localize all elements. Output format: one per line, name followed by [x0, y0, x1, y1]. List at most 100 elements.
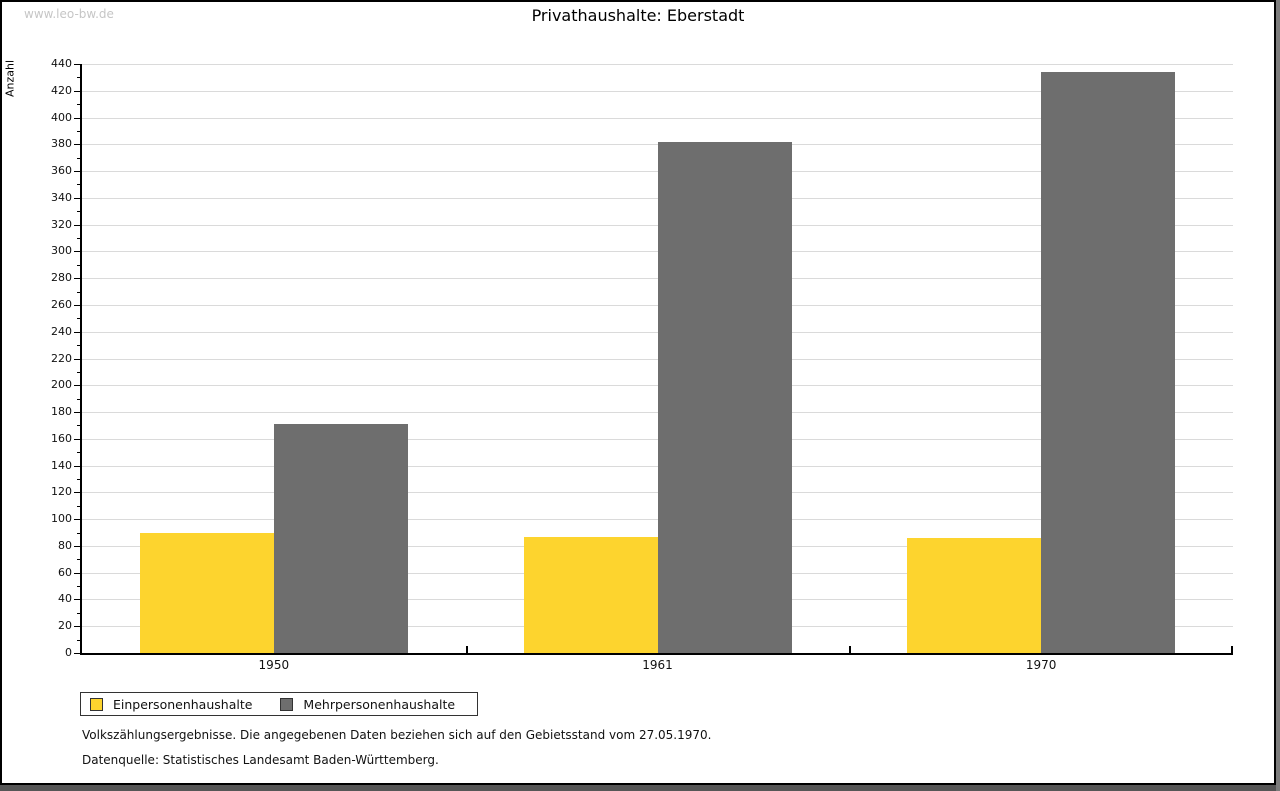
footnote-source-note: Volkszählungsergebnisse. Die angegebenen… — [82, 728, 712, 742]
x-axis-category-label: 1961 — [642, 658, 673, 672]
legend-swatch-icon — [280, 697, 294, 711]
y-axis-major-tick — [74, 144, 82, 146]
legend-swatch-icon — [90, 697, 103, 711]
gridline — [82, 64, 1233, 65]
x-axis-category-label: 1950 — [258, 658, 290, 672]
y-axis-major-tick — [74, 90, 82, 92]
y-axis-major-tick — [74, 331, 82, 333]
bar-1961-Mehrpersonenhaushalte — [657, 141, 792, 653]
y-axis-tick-label: 160 — [51, 431, 72, 445]
y-axis-minor-tick — [77, 478, 82, 480]
bar-1970-Mehrpersonenhaushalte — [1041, 72, 1176, 653]
y-axis-major-tick — [74, 358, 82, 360]
y-axis-major-tick — [74, 304, 82, 306]
y-axis-major-tick — [74, 64, 82, 65]
y-axis-minor-tick — [77, 238, 82, 240]
y-axis-tick-label: 20 — [58, 619, 72, 633]
y-axis-tick-label: 340 — [51, 190, 72, 204]
y-axis-minor-tick — [77, 157, 82, 159]
y-axis-major-tick — [74, 653, 82, 654]
y-axis-tick-label: 100 — [51, 512, 72, 526]
y-axis-minor-tick — [77, 398, 82, 400]
x-axis-tick — [849, 646, 852, 653]
y-axis-major-tick — [74, 412, 82, 414]
chart-title: Privathaushalte: Eberstadt — [531, 6, 745, 25]
y-axis-tick-label: 220 — [51, 351, 72, 365]
y-axis-minor-tick — [77, 371, 82, 373]
y-axis-major-tick — [74, 197, 82, 199]
y-axis-tick-label: 360 — [51, 164, 72, 178]
y-axis-major-tick — [74, 278, 82, 280]
y-axis-major-tick — [74, 626, 82, 628]
y-axis-minor-tick — [77, 639, 82, 641]
watermark: www.leo-bw.de — [24, 7, 114, 21]
y-axis-minor-tick — [77, 612, 82, 614]
legend-item-0: Einpersonenhaushalte — [90, 697, 252, 712]
y-axis-major-tick — [74, 438, 82, 440]
gridline — [82, 117, 1233, 119]
y-axis-minor-tick — [77, 211, 82, 213]
y-axis-tick-label: 400 — [51, 110, 72, 124]
y-axis-major-tick — [74, 492, 82, 494]
bar-1950-Einpersonenhaushalte — [139, 532, 274, 653]
y-axis-tick-label: 440 — [51, 57, 72, 70]
legend-box: Einpersonenhaushalte Mehrpersonenhaushalt… — [80, 692, 478, 716]
y-axis-tick-label: 40 — [58, 592, 72, 606]
y-axis-tick-label: 300 — [51, 244, 72, 258]
y-axis-major-tick — [74, 465, 82, 467]
y-axis-title: Anzahl — [3, 59, 17, 98]
window-bottom-edge — [0, 785, 1280, 791]
y-axis-minor-tick — [77, 77, 82, 79]
y-axis-minor-tick — [77, 318, 82, 320]
y-axis-tick-label: 120 — [51, 485, 72, 499]
y-axis-major-tick — [74, 572, 82, 574]
y-axis-tick-label: 320 — [51, 217, 72, 231]
bar-1970-Einpersonenhaushalte — [907, 537, 1042, 653]
y-axis-major-tick — [74, 519, 82, 521]
y-axis-tick-label: 260 — [51, 297, 72, 311]
y-axis-major-tick — [74, 117, 82, 119]
y-axis-minor-tick — [77, 345, 82, 347]
y-axis-minor-tick — [77, 505, 82, 507]
y-axis-minor-tick — [77, 586, 82, 588]
y-axis-minor-tick — [77, 104, 82, 106]
y-axis-minor-tick — [77, 130, 82, 132]
y-axis-tick-label: 180 — [51, 405, 72, 419]
window-right-edge — [1276, 0, 1280, 791]
y-axis-minor-tick — [77, 532, 82, 534]
y-axis-major-tick — [74, 545, 82, 547]
footnote-data-source: Datenquelle: Statistisches Landesamt Bad… — [82, 753, 439, 767]
y-axis-tick-label: 420 — [51, 83, 72, 97]
y-axis-minor-tick — [77, 264, 82, 266]
x-axis-end-tick — [1231, 646, 1233, 653]
y-axis-tick-label: 0 — [65, 646, 72, 659]
gridline — [82, 90, 1233, 92]
plot-area: 0 20 40 60 80 100 120 140 160 180 200 220 240 260 280 3… — [51, 57, 1233, 672]
y-axis-minor-tick — [77, 559, 82, 561]
y-axis-tick-label: 80 — [58, 538, 72, 552]
y-axis-tick-label: 280 — [51, 271, 72, 285]
y-axis-major-tick — [74, 599, 82, 601]
y-axis-minor-tick — [77, 425, 82, 427]
x-axis-category-label: 1970 — [1025, 658, 1057, 672]
y-axis-major-tick — [74, 385, 82, 387]
bar-1950-Mehrpersonenhaushalte — [273, 424, 408, 653]
y-axis-minor-tick — [77, 291, 82, 293]
x-axis-tick — [465, 646, 468, 653]
y-axis-tick-label: 200 — [51, 378, 72, 392]
y-axis-major-tick — [74, 224, 82, 226]
legend-item-1: Mehrpersonenhaushalte — [280, 697, 455, 712]
y-axis-minor-tick — [77, 184, 82, 186]
bar-1961-Einpersonenhaushalte — [523, 536, 658, 653]
y-axis-major-tick — [74, 251, 82, 253]
legend-label: Einpersonenhaushalte — [113, 696, 253, 712]
y-axis-minor-tick — [77, 452, 82, 454]
y-axis-major-tick — [74, 171, 82, 173]
y-axis-tick-label: 380 — [51, 137, 72, 151]
legend-label: Mehrpersonenhaushalte — [303, 696, 456, 712]
y-axis-tick-label: 140 — [51, 458, 72, 472]
y-axis-tick-label: 60 — [58, 565, 72, 579]
y-axis-tick-label: 240 — [51, 324, 72, 338]
